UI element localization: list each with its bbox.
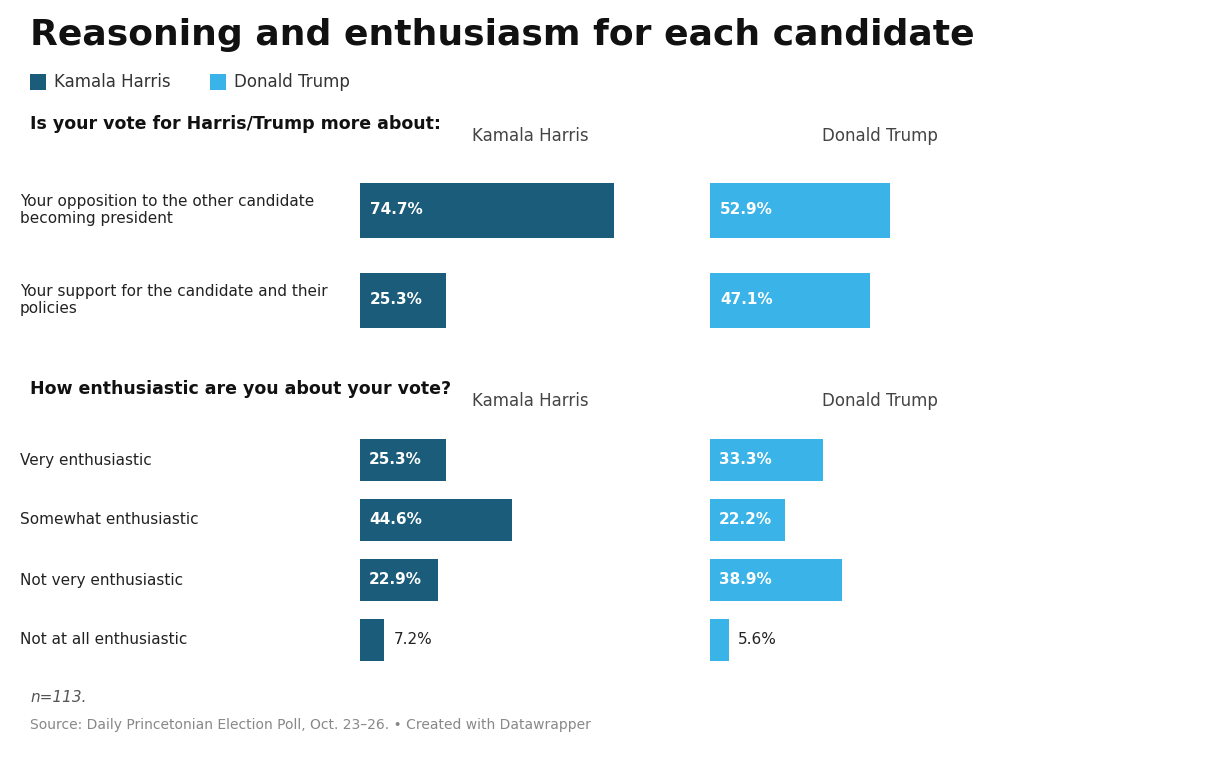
Text: 52.9%: 52.9% <box>720 203 773 217</box>
Bar <box>360 619 384 661</box>
Text: 22.9%: 22.9% <box>368 572 422 588</box>
Bar <box>360 183 614 238</box>
Bar <box>710 499 786 541</box>
Text: Source: Daily Princetonian Election Poll, Oct. 23–26. • Created with Datawrapper: Source: Daily Princetonian Election Poll… <box>30 718 590 732</box>
Bar <box>360 559 438 601</box>
Text: 74.7%: 74.7% <box>370 203 423 217</box>
Bar <box>710 273 870 328</box>
Bar <box>360 439 447 481</box>
Text: Not at all enthusiastic: Not at all enthusiastic <box>20 632 188 648</box>
Text: Kamala Harris: Kamala Harris <box>472 127 588 145</box>
Text: Is your vote for Harris/Trump more about:: Is your vote for Harris/Trump more about… <box>30 115 440 133</box>
Text: How enthusiastic are you about your vote?: How enthusiastic are you about your vote… <box>30 380 451 398</box>
Text: Your support for the candidate and their
policies: Your support for the candidate and their… <box>20 283 328 316</box>
Bar <box>30 74 46 90</box>
Text: 22.2%: 22.2% <box>719 513 772 527</box>
Text: 44.6%: 44.6% <box>368 513 422 527</box>
Text: Somewhat enthusiastic: Somewhat enthusiastic <box>20 513 199 527</box>
Text: 38.9%: 38.9% <box>719 572 772 588</box>
Text: Donald Trump: Donald Trump <box>234 73 350 91</box>
Text: Donald Trump: Donald Trump <box>822 127 938 145</box>
Text: Reasoning and enthusiasm for each candidate: Reasoning and enthusiasm for each candid… <box>30 18 975 52</box>
Bar <box>360 499 511 541</box>
Text: n=113.: n=113. <box>30 690 87 705</box>
Text: 47.1%: 47.1% <box>720 293 772 308</box>
Bar <box>710 559 842 601</box>
Text: Donald Trump: Donald Trump <box>822 392 938 410</box>
Text: Kamala Harris: Kamala Harris <box>54 73 171 91</box>
Bar <box>710 619 730 661</box>
Text: Your opposition to the other candidate
becoming president: Your opposition to the other candidate b… <box>20 194 315 226</box>
Bar <box>210 74 226 90</box>
Text: 5.6%: 5.6% <box>738 632 777 648</box>
Text: Very enthusiastic: Very enthusiastic <box>20 453 151 468</box>
Text: 25.3%: 25.3% <box>370 293 423 308</box>
Text: Not very enthusiastic: Not very enthusiastic <box>20 572 183 588</box>
Text: 33.3%: 33.3% <box>719 453 772 468</box>
Text: 25.3%: 25.3% <box>368 453 422 468</box>
Text: 7.2%: 7.2% <box>394 632 432 648</box>
Bar <box>710 439 824 481</box>
Bar <box>710 183 889 238</box>
Bar <box>360 273 447 328</box>
Text: Kamala Harris: Kamala Harris <box>472 392 588 410</box>
